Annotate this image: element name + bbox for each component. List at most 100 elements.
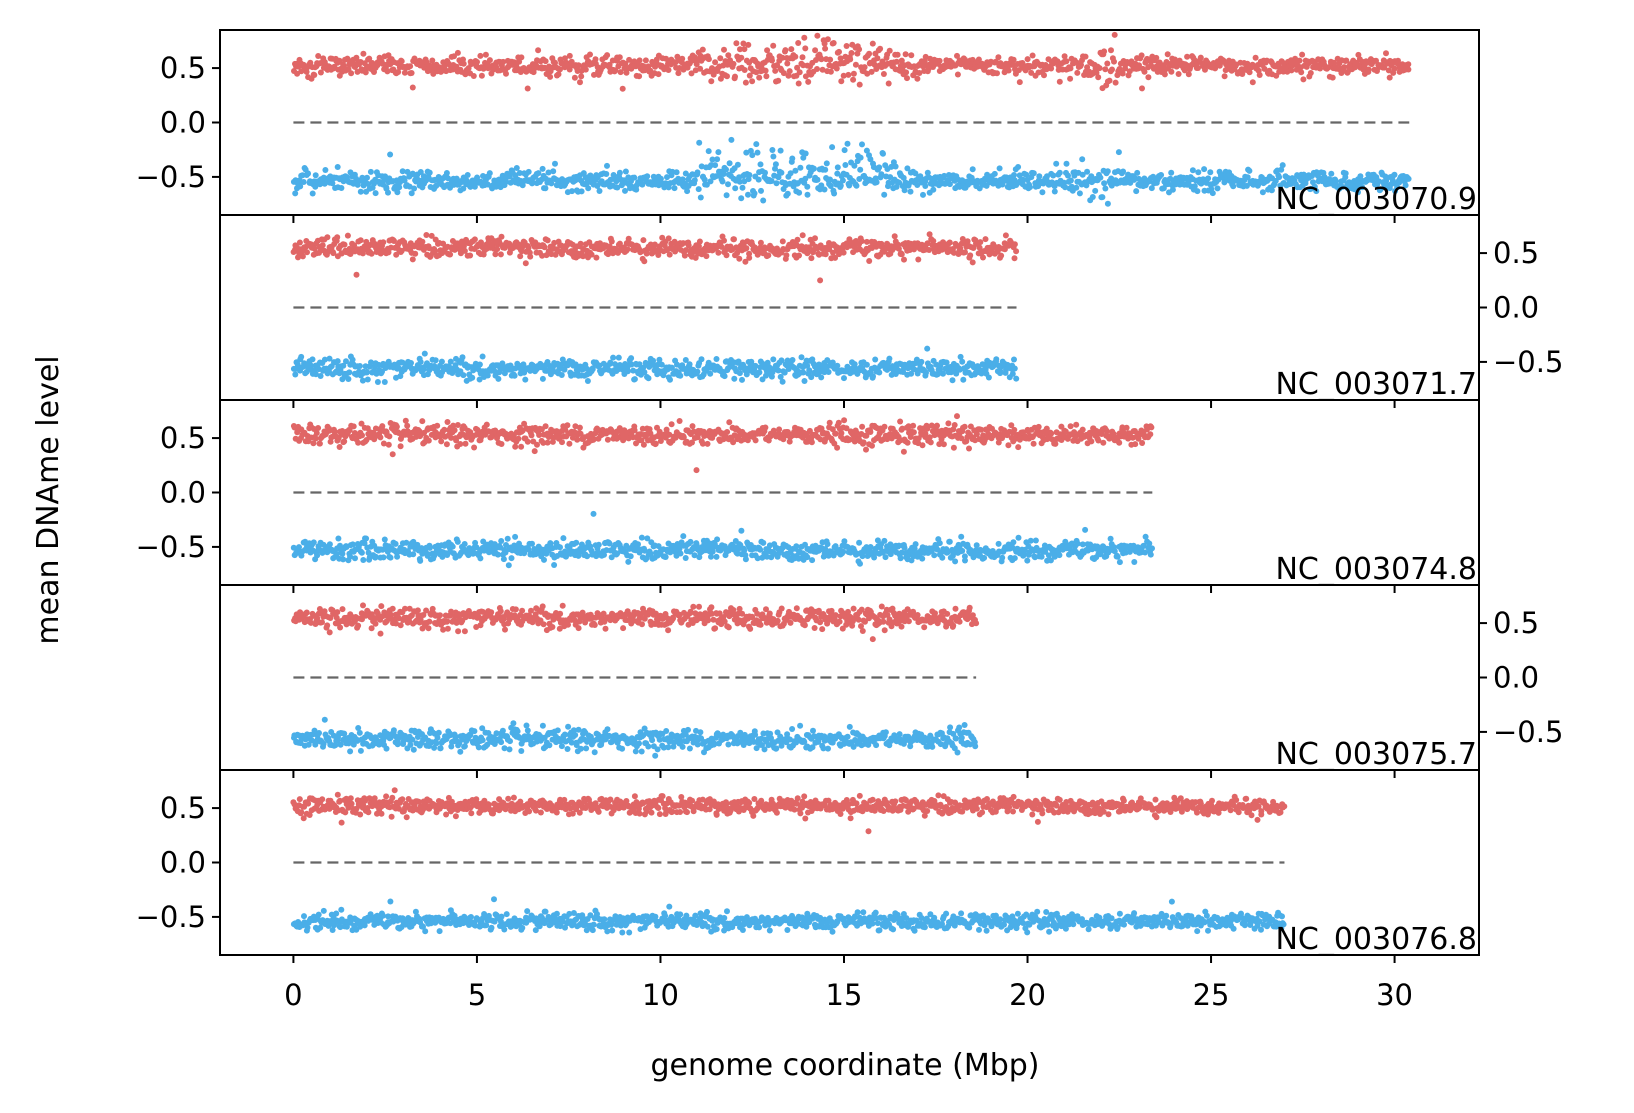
negative-point [1011, 356, 1017, 363]
positive-point [389, 451, 396, 458]
negative-point [374, 379, 381, 385]
positive-point [723, 252, 730, 259]
negative-point [778, 357, 785, 364]
positive-point [1296, 57, 1303, 64]
negative-point [470, 550, 477, 557]
positive-point [830, 249, 836, 256]
positive-point [827, 68, 834, 75]
positive-point [904, 439, 911, 446]
positive-point [454, 422, 461, 428]
positive-point [1123, 424, 1130, 431]
negative-point [1201, 166, 1208, 173]
positive-point [299, 253, 306, 260]
positive-point [676, 418, 683, 424]
negative-point [941, 172, 948, 179]
negative-point [754, 149, 761, 156]
negative-point [837, 182, 844, 189]
negative-point [797, 164, 804, 171]
positive-point [451, 427, 458, 434]
positive-point [940, 441, 947, 448]
positive-point [412, 250, 419, 257]
positive-point [915, 256, 922, 263]
negative-point [381, 379, 388, 385]
positive-point [359, 432, 365, 439]
negative-point [380, 554, 387, 561]
negative-point [804, 183, 811, 190]
positive-point [898, 251, 905, 258]
positive-point [524, 85, 531, 92]
positive-point [312, 435, 319, 442]
negative-point [363, 535, 370, 542]
negative-point [679, 176, 686, 183]
positive-point [559, 439, 565, 446]
positive-point [964, 238, 971, 245]
negative-point [859, 141, 865, 148]
positive-point [868, 68, 875, 75]
negative-point [775, 174, 782, 181]
positive-point [461, 247, 468, 254]
negative-point [349, 356, 356, 363]
negative-point [738, 195, 745, 202]
negative-point [731, 375, 738, 382]
positive-point [571, 74, 578, 81]
negative-point [520, 361, 527, 368]
negative-point [309, 356, 316, 363]
negative-point [372, 190, 379, 197]
chromosome-label: NC_003071.7 [1275, 367, 1477, 402]
positive-point [801, 34, 808, 41]
negative-point [432, 357, 439, 364]
positive-point [379, 423, 386, 430]
negative-point [1051, 188, 1058, 195]
negative-point [1065, 172, 1071, 179]
negative-point [569, 188, 575, 195]
positive-point [1010, 56, 1017, 63]
negative-point [516, 170, 523, 176]
negative-point [364, 376, 371, 383]
positive-point [926, 434, 933, 441]
negative-point [857, 154, 864, 161]
positive-point [591, 436, 597, 442]
positive-point [426, 245, 433, 252]
positive-point [460, 60, 467, 67]
positive-point [685, 242, 692, 249]
y-tick-label: −0.5 [1493, 345, 1563, 379]
positive-point [914, 75, 921, 82]
negative-point [1079, 156, 1086, 163]
negative-point [312, 371, 319, 378]
positive-point [616, 425, 623, 432]
negative-point [823, 160, 830, 167]
negative-point [522, 376, 529, 383]
positive-point [357, 237, 364, 244]
positive-point [497, 251, 504, 258]
positive-point [429, 57, 436, 64]
positive-point [450, 422, 457, 429]
negative-point [751, 190, 758, 197]
positive-point [688, 70, 695, 77]
positive-point [995, 54, 1002, 61]
positive-point [936, 57, 943, 64]
positive-point [363, 437, 370, 443]
positive-point [448, 434, 455, 441]
positive-point [1119, 70, 1126, 77]
negative-point [913, 356, 920, 363]
negative-point [486, 170, 493, 177]
positive-point [380, 239, 387, 246]
negative-point [768, 178, 775, 184]
positive-point [409, 256, 416, 263]
positive-point [544, 439, 551, 446]
negative-point [1268, 187, 1275, 194]
negative-point [940, 370, 946, 377]
negative-point [1039, 189, 1046, 196]
negative-point [777, 147, 784, 154]
positive-point [886, 47, 893, 54]
negative-point [614, 184, 621, 191]
positive-point [784, 60, 791, 67]
positive-point [454, 49, 461, 56]
positive-point [1116, 439, 1123, 446]
positive-point [961, 423, 968, 430]
positive-point [1138, 52, 1145, 59]
negative-point [550, 168, 557, 175]
positive-point [655, 71, 662, 78]
positive-point [409, 84, 416, 91]
positive-point [1093, 69, 1100, 76]
